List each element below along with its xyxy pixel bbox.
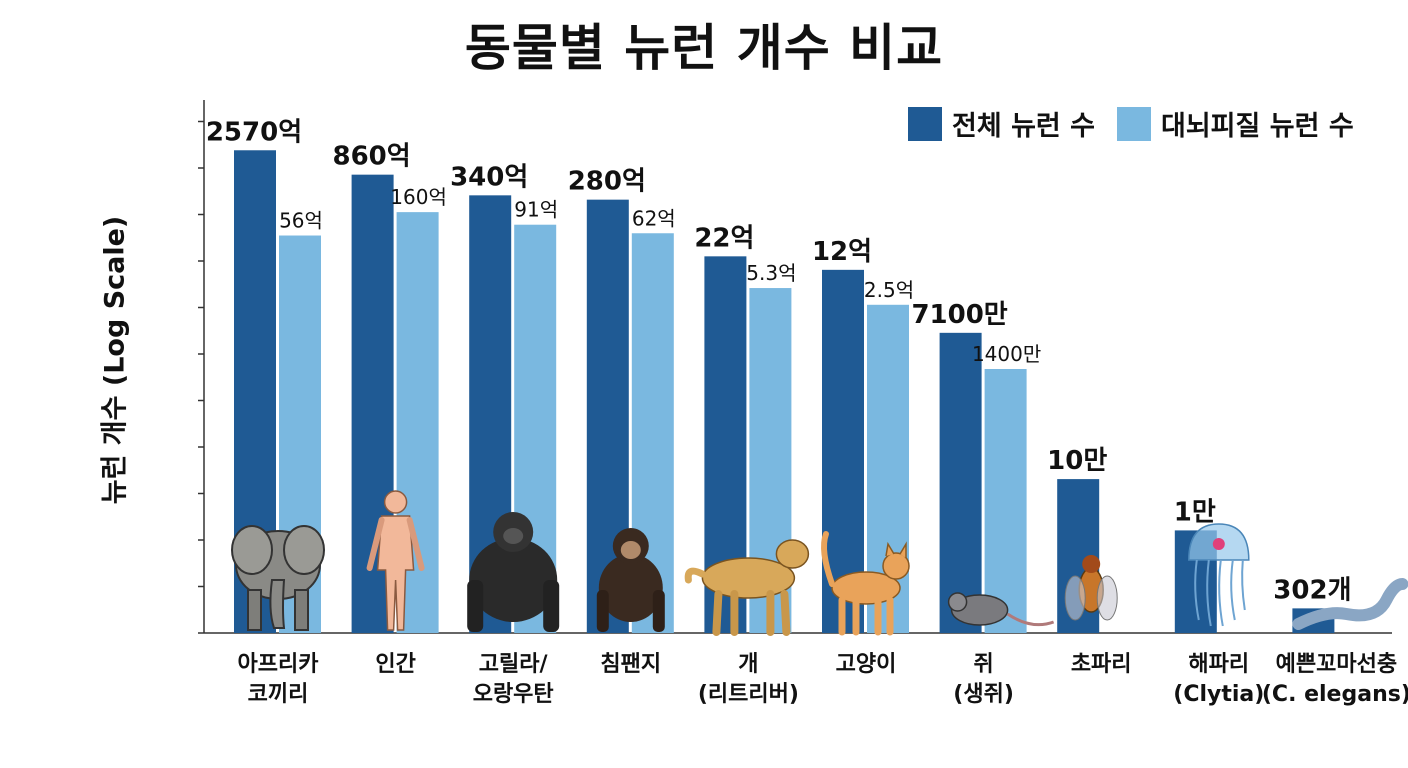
- data-label-cortex-4: 5.3억: [746, 261, 796, 285]
- category-label-line1: 해파리: [1188, 652, 1250, 677]
- data-label-total-3: 280억: [568, 167, 646, 197]
- category-label-2: 고릴라/오랑우탄: [438, 650, 588, 710]
- category-label-line2: (Clytia): [1173, 682, 1265, 707]
- worm-icon: [1292, 578, 1408, 630]
- mouse-icon: [947, 592, 1055, 627]
- category-label-line1: 개: [738, 652, 759, 677]
- category-label-line1: 아프리카: [237, 652, 319, 677]
- legend-label-cortex: 대뇌피질 뉴런 수: [1161, 111, 1354, 142]
- data-label-cortex-2: 91억: [514, 198, 558, 222]
- data-label-total-4: 22억: [694, 223, 754, 253]
- legend-item-cortex: 대뇌피질 뉴런 수: [1117, 104, 1354, 143]
- data-label-total-2: 340억: [450, 162, 528, 192]
- category-label-4: 개 (리트리버): [673, 650, 823, 710]
- category-label-line1: 고릴라/: [478, 652, 548, 677]
- elephant-icon: [231, 525, 325, 631]
- category-label-3: 침팬지: [556, 650, 706, 680]
- category-label-line1: 고양이: [835, 652, 897, 677]
- fruit-fly-icon: [1064, 555, 1118, 621]
- category-label-1: 인간: [321, 650, 471, 680]
- category-label-line2: (리트리버): [697, 682, 799, 707]
- data-label-cortex-1: 160억: [390, 185, 447, 209]
- data-label-cortex-3: 62억: [632, 206, 676, 230]
- category-label-line1: 초파리: [1070, 652, 1132, 677]
- category-label-9: 예쁜꼬마선충 (C. elegans): [1261, 650, 1408, 710]
- category-label-8: 해파리 (Clytia): [1144, 650, 1294, 710]
- legend-item-total: 전체 뉴런 수: [908, 104, 1095, 143]
- category-label-line2: 오랑우탄: [472, 682, 554, 707]
- data-label-total-9: 302개: [1273, 575, 1351, 605]
- data-label-cortex-5: 2.5억: [864, 278, 914, 302]
- category-label-line1: 쥐: [973, 652, 994, 677]
- data-label-total-5: 12억: [812, 237, 872, 267]
- category-label-line1: 인간: [375, 652, 416, 677]
- category-label-7: 초파리: [1026, 650, 1176, 680]
- human-icon: [366, 490, 425, 631]
- chart-title: 동물별 뉴런 개수 비교: [464, 19, 944, 77]
- data-label-total-8: 1만: [1174, 497, 1216, 527]
- category-label-line1: 예쁜꼬마선충: [1275, 652, 1398, 677]
- category-label-line1: 침팬지: [600, 652, 662, 677]
- data-label-total-6: 7100만: [911, 300, 1007, 330]
- data-label-total-1: 860억: [332, 142, 410, 172]
- dog-icon: [684, 539, 810, 636]
- legend-swatch-cortex: [1117, 106, 1151, 141]
- cat-icon: [821, 531, 910, 636]
- legend-swatch-total: [908, 106, 942, 141]
- data-label-cortex-0: 56억: [279, 209, 323, 233]
- data-label-cortex-6: 1400만: [972, 342, 1041, 366]
- category-label-5: 고양이: [791, 650, 941, 680]
- data-label-total-0: 2570억: [206, 117, 302, 147]
- legend-label-total: 전체 뉴런 수: [952, 111, 1095, 142]
- chimpanzee-icon: [596, 528, 665, 632]
- category-label-line2: (C. elegans): [1261, 682, 1408, 707]
- gorilla-icon: [467, 512, 560, 632]
- legend: 전체 뉴런 수 대뇌피질 뉴런 수: [908, 104, 1376, 143]
- bar-total-6: [939, 332, 982, 633]
- bar-cortex-6: [984, 369, 1027, 633]
- category-label-line2: 코끼리: [247, 682, 309, 707]
- category-label-line2: (생쥐): [953, 682, 1014, 707]
- jellyfish-icon: [1188, 523, 1250, 627]
- data-label-total-7: 10만: [1047, 446, 1107, 476]
- category-label-6: 쥐 (생쥐): [909, 650, 1059, 710]
